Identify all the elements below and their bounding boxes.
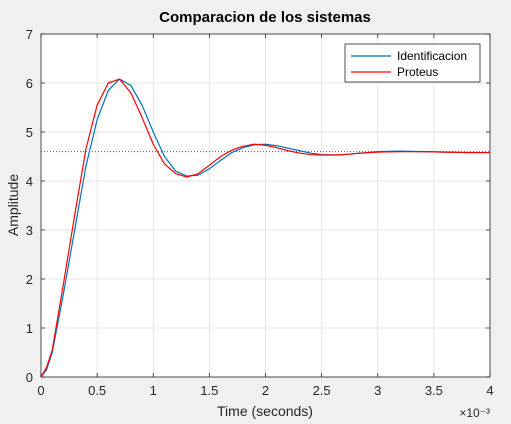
legend-label-identificacion: Identificacion: [397, 49, 467, 63]
x-tick-label: 0: [37, 383, 44, 398]
chart-title: Comparacion de los sistemas: [159, 9, 371, 26]
y-tick-label: 7: [26, 27, 33, 42]
x-axis-label: Time (seconds): [217, 403, 313, 419]
x-tick-label: 0.5: [88, 383, 106, 398]
y-axis-label: Amplitude: [5, 174, 21, 236]
series-layer: [40, 78, 490, 378]
legend-label-proteus: Proteus: [397, 65, 438, 79]
x-tick-label: 1: [150, 383, 157, 398]
x-axis-exponent: ×10⁻³: [459, 406, 490, 420]
y-tick-label: 4: [26, 174, 33, 189]
legend[interactable]: Identificacion Proteus: [344, 43, 481, 83]
x-tick-label: 2.5: [313, 383, 331, 398]
x-tick-label: 3: [374, 383, 381, 398]
y-tick-label: 1: [26, 321, 33, 336]
y-tick-label: 3: [26, 223, 33, 238]
y-tick-label: 0: [26, 370, 33, 385]
x-tick-label: 3.5: [425, 383, 443, 398]
x-tick-label: 2: [262, 383, 269, 398]
y-tick-label: 5: [26, 125, 33, 140]
y-tick-label: 2: [26, 272, 33, 287]
series-line-proteus: [40, 78, 490, 378]
x-tick-label: 4: [486, 383, 493, 398]
legend-box: [344, 43, 481, 83]
ticks: 0 0.5 1 1.5 2 2.5 3 3.5 4 0 1 2 3 4 5 6 7: [26, 27, 494, 398]
y-tick-label: 6: [26, 76, 33, 91]
x-tick-label: 1.5: [200, 383, 218, 398]
